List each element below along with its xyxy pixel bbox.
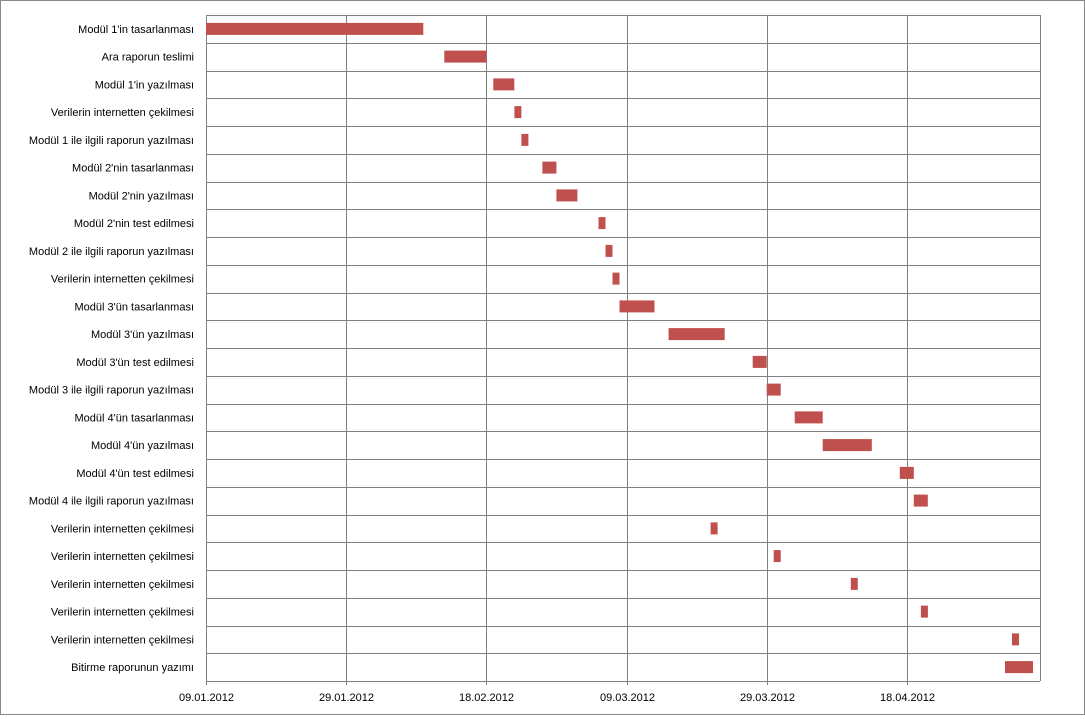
task-label: Modül 1 ile ilgili raporun yazılması — [29, 135, 194, 147]
task-bar — [493, 78, 515, 91]
task-label: Verilerin internetten çekilmesi — [51, 274, 194, 286]
task-label: Modül 2 ile ilgili raporun yazılması — [29, 246, 194, 258]
x-tick-label: 29.01.2012 — [319, 692, 374, 704]
task-label: Verilerin internetten çekilmesi — [51, 107, 194, 119]
task-bar — [850, 577, 858, 590]
task-label: Modül 3 ile ilgili raporun yazılması — [29, 385, 194, 397]
task-label: Modül 4 ile ilgili raporun yazılması — [29, 496, 194, 508]
x-tick-label: 09.03.2012 — [600, 692, 655, 704]
task-bar — [206, 22, 424, 35]
task-label: Verilerin internetten çekilmesi — [51, 634, 194, 646]
task-bar — [920, 605, 928, 618]
task-bar — [710, 522, 718, 535]
task-label: Verilerin internetten çekilmesi — [51, 607, 194, 619]
task-label: Modül 3'ün yazılması — [91, 329, 194, 341]
task-bar — [913, 494, 928, 507]
task-label: Bitirme raporunun yazımı — [71, 662, 194, 674]
x-tick-label: 18.02.2012 — [459, 692, 514, 704]
task-bar — [773, 550, 781, 563]
x-tick-label: 18.04.2012 — [880, 692, 935, 704]
task-bar — [1012, 633, 1019, 646]
task-bar — [752, 355, 767, 368]
task-bar — [556, 189, 578, 202]
grid-layer — [206, 15, 1041, 685]
x-tick-label: 29.03.2012 — [740, 692, 795, 704]
task-label: Modül 3'ün test edilmesi — [76, 357, 194, 369]
task-bar — [444, 50, 487, 63]
task-bar — [766, 383, 781, 396]
task-bar — [612, 272, 620, 285]
task-bar — [521, 133, 529, 146]
x-tick-label: 09.01.2012 — [179, 692, 234, 704]
task-label: Modül 2'nin tasarlanması — [72, 163, 194, 175]
task-bar — [514, 106, 522, 119]
x-tick-label-layer: 09.01.2012 29.01.2012 18.02.2012 09.03.2012… — [179, 692, 935, 704]
task-bar — [668, 328, 725, 341]
task-label: Modül 4'ün yazılması — [91, 440, 194, 452]
task-bar — [542, 161, 557, 174]
task-label: Modül 3'ün tasarlanması — [75, 301, 195, 313]
task-label: Verilerin internetten çekilmesi — [51, 579, 194, 591]
task-bar — [1005, 661, 1033, 674]
task-label: Verilerin internetten çekilmesi — [51, 523, 194, 535]
task-bar — [794, 411, 823, 424]
task-label: Modül 1'in tasarlanması — [78, 24, 194, 36]
task-bar — [598, 217, 606, 230]
bar-layer — [206, 22, 1033, 674]
task-label: Ara raporun teslimi — [102, 52, 194, 64]
task-label: Modül 2'nin yazılması — [89, 190, 194, 202]
task-label: Verilerin internetten çekilmesi — [51, 551, 194, 563]
task-bar — [605, 244, 613, 257]
task-bar — [899, 466, 914, 479]
category-label-layer: Modül 1'in tasarlanması Ara raporun tesli… — [29, 24, 194, 674]
task-label: Modül 4'ün tasarlanması — [75, 412, 195, 424]
task-label: Modül 2'nin test edilmesi — [74, 218, 194, 230]
task-label: Modül 4'ün test edilmesi — [76, 468, 194, 480]
task-bar — [822, 439, 872, 452]
task-label: Modül 1'in yazılması — [95, 79, 194, 91]
task-bar — [619, 300, 655, 313]
